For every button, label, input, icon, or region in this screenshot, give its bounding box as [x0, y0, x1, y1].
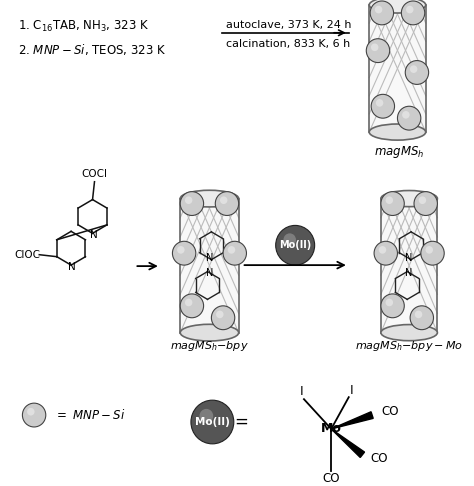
Circle shape: [371, 43, 378, 51]
Circle shape: [185, 196, 192, 204]
Circle shape: [381, 191, 404, 215]
Text: Mo(II): Mo(II): [279, 240, 311, 250]
Circle shape: [228, 246, 235, 254]
Circle shape: [379, 246, 386, 254]
Polygon shape: [381, 199, 438, 332]
Text: N: N: [405, 268, 413, 278]
Circle shape: [406, 6, 413, 14]
Text: N: N: [206, 253, 213, 263]
Text: $\it{mag}MS_h\it{-bpy}$: $\it{mag}MS_h\it{-bpy}$: [170, 339, 249, 352]
Ellipse shape: [381, 325, 438, 341]
Circle shape: [415, 311, 422, 318]
Circle shape: [398, 106, 421, 130]
Circle shape: [375, 6, 383, 14]
Ellipse shape: [381, 191, 438, 207]
Circle shape: [211, 306, 235, 330]
Polygon shape: [331, 429, 365, 457]
Text: $=$ $\it{MNP-Si}$: $=$ $\it{MNP-Si}$: [54, 408, 125, 422]
Circle shape: [376, 99, 383, 107]
Circle shape: [276, 226, 315, 265]
Circle shape: [215, 191, 239, 215]
Circle shape: [426, 246, 433, 254]
Polygon shape: [369, 5, 426, 132]
Circle shape: [366, 39, 390, 63]
Circle shape: [402, 111, 410, 119]
Text: Mo(II): Mo(II): [195, 417, 230, 427]
Circle shape: [374, 241, 398, 265]
Circle shape: [419, 196, 426, 204]
Circle shape: [185, 299, 192, 306]
Ellipse shape: [180, 324, 239, 341]
Text: N: N: [405, 253, 413, 263]
Text: 1. C$_{16}$TAB, NH$_3$, 323 K: 1. C$_{16}$TAB, NH$_3$, 323 K: [18, 19, 149, 35]
Circle shape: [216, 311, 224, 318]
Text: N: N: [68, 262, 76, 272]
Text: CO: CO: [322, 472, 340, 485]
Circle shape: [173, 241, 196, 265]
Circle shape: [421, 241, 444, 265]
Circle shape: [371, 94, 394, 118]
Circle shape: [410, 306, 434, 330]
Circle shape: [177, 246, 184, 254]
Circle shape: [414, 191, 438, 215]
Circle shape: [191, 400, 234, 444]
Text: I: I: [300, 385, 304, 398]
Text: COCl: COCl: [82, 169, 108, 179]
Circle shape: [385, 299, 393, 306]
Circle shape: [180, 191, 204, 215]
Circle shape: [405, 61, 428, 85]
Ellipse shape: [369, 0, 426, 13]
Text: autoclave, 373 K, 24 h: autoclave, 373 K, 24 h: [226, 20, 352, 30]
Text: I: I: [350, 384, 354, 397]
Circle shape: [200, 409, 213, 423]
Circle shape: [370, 1, 393, 25]
Text: N: N: [206, 268, 213, 278]
Text: CO: CO: [370, 452, 388, 465]
Circle shape: [27, 408, 35, 416]
Text: CO: CO: [382, 404, 400, 417]
Text: calcination, 833 K, 6 h: calcination, 833 K, 6 h: [226, 39, 350, 49]
Text: $\it{mag}MS_h\it{-bpy-Mo}$: $\it{mag}MS_h\it{-bpy-Mo}$: [355, 339, 463, 352]
Circle shape: [410, 65, 418, 73]
Text: =: =: [235, 413, 248, 431]
Text: ClOC: ClOC: [15, 250, 41, 260]
Ellipse shape: [369, 124, 426, 140]
Circle shape: [401, 1, 425, 25]
Polygon shape: [331, 412, 373, 429]
Circle shape: [381, 294, 404, 318]
Circle shape: [22, 403, 46, 427]
Circle shape: [283, 233, 296, 246]
Circle shape: [223, 241, 246, 265]
Circle shape: [385, 196, 393, 204]
Text: $\it{mag}MS_h$: $\it{mag}MS_h$: [374, 144, 425, 160]
Circle shape: [180, 294, 204, 318]
Ellipse shape: [180, 190, 239, 207]
Polygon shape: [180, 199, 239, 332]
Text: N: N: [90, 230, 97, 241]
Text: 2. $\it{MNP-Si}$, TEOS, 323 K: 2. $\it{MNP-Si}$, TEOS, 323 K: [18, 42, 166, 57]
Text: Mo: Mo: [321, 422, 342, 435]
Circle shape: [220, 196, 228, 204]
